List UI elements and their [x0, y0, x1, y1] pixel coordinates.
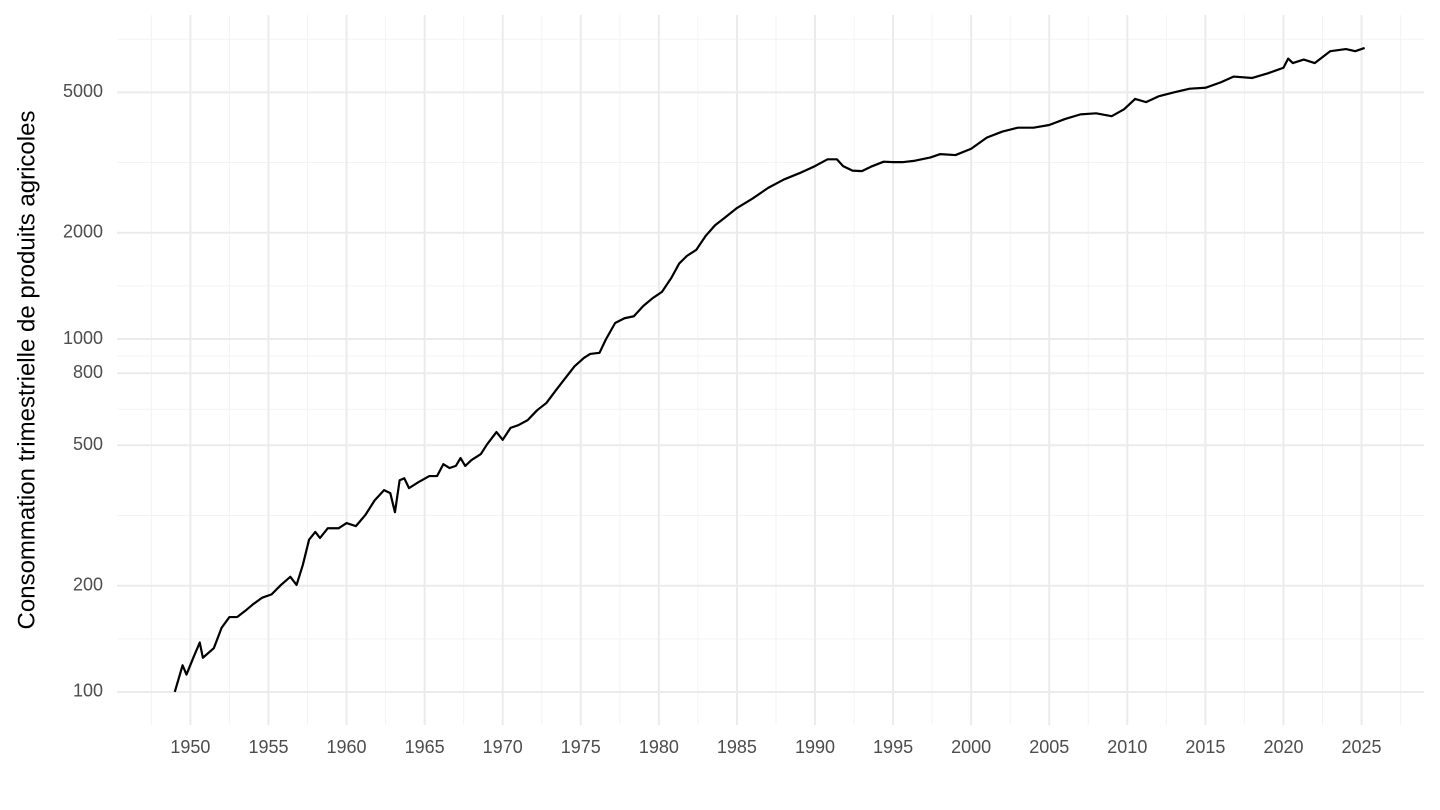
- y-tick-label: 100: [73, 681, 103, 701]
- x-tick-label: 2005: [1029, 737, 1069, 757]
- x-tick-label: 1950: [170, 737, 210, 757]
- y-tick-label: 500: [73, 434, 103, 454]
- y-tick-label: 2000: [63, 222, 103, 242]
- data-line: [173, 46, 1366, 693]
- y-tick-label: 5000: [63, 81, 103, 101]
- x-tick-label: 1985: [717, 737, 757, 757]
- x-tick-label: 1960: [327, 737, 367, 757]
- y-tick-label: 1000: [63, 328, 103, 348]
- x-tick-label: 2010: [1107, 737, 1147, 757]
- x-tick-label: 2025: [1342, 737, 1382, 757]
- x-tick-label: 1975: [561, 737, 601, 757]
- x-tick-label: 2020: [1263, 737, 1303, 757]
- x-tick-label: 1980: [639, 737, 679, 757]
- x-tick-label: 2000: [951, 737, 991, 757]
- x-tick-label: 1965: [405, 737, 445, 757]
- x-tick-label: 1955: [248, 737, 288, 757]
- x-tick-label: 1995: [873, 737, 913, 757]
- y-axis-label: Consommation trimestrielle de produits a…: [13, 111, 40, 630]
- x-tick-label: 1990: [795, 737, 835, 757]
- x-tick-label: 1970: [483, 737, 523, 757]
- y-tick-label: 200: [73, 574, 103, 594]
- y-tick-label: 800: [73, 362, 103, 382]
- x-tick-label: 2015: [1185, 737, 1225, 757]
